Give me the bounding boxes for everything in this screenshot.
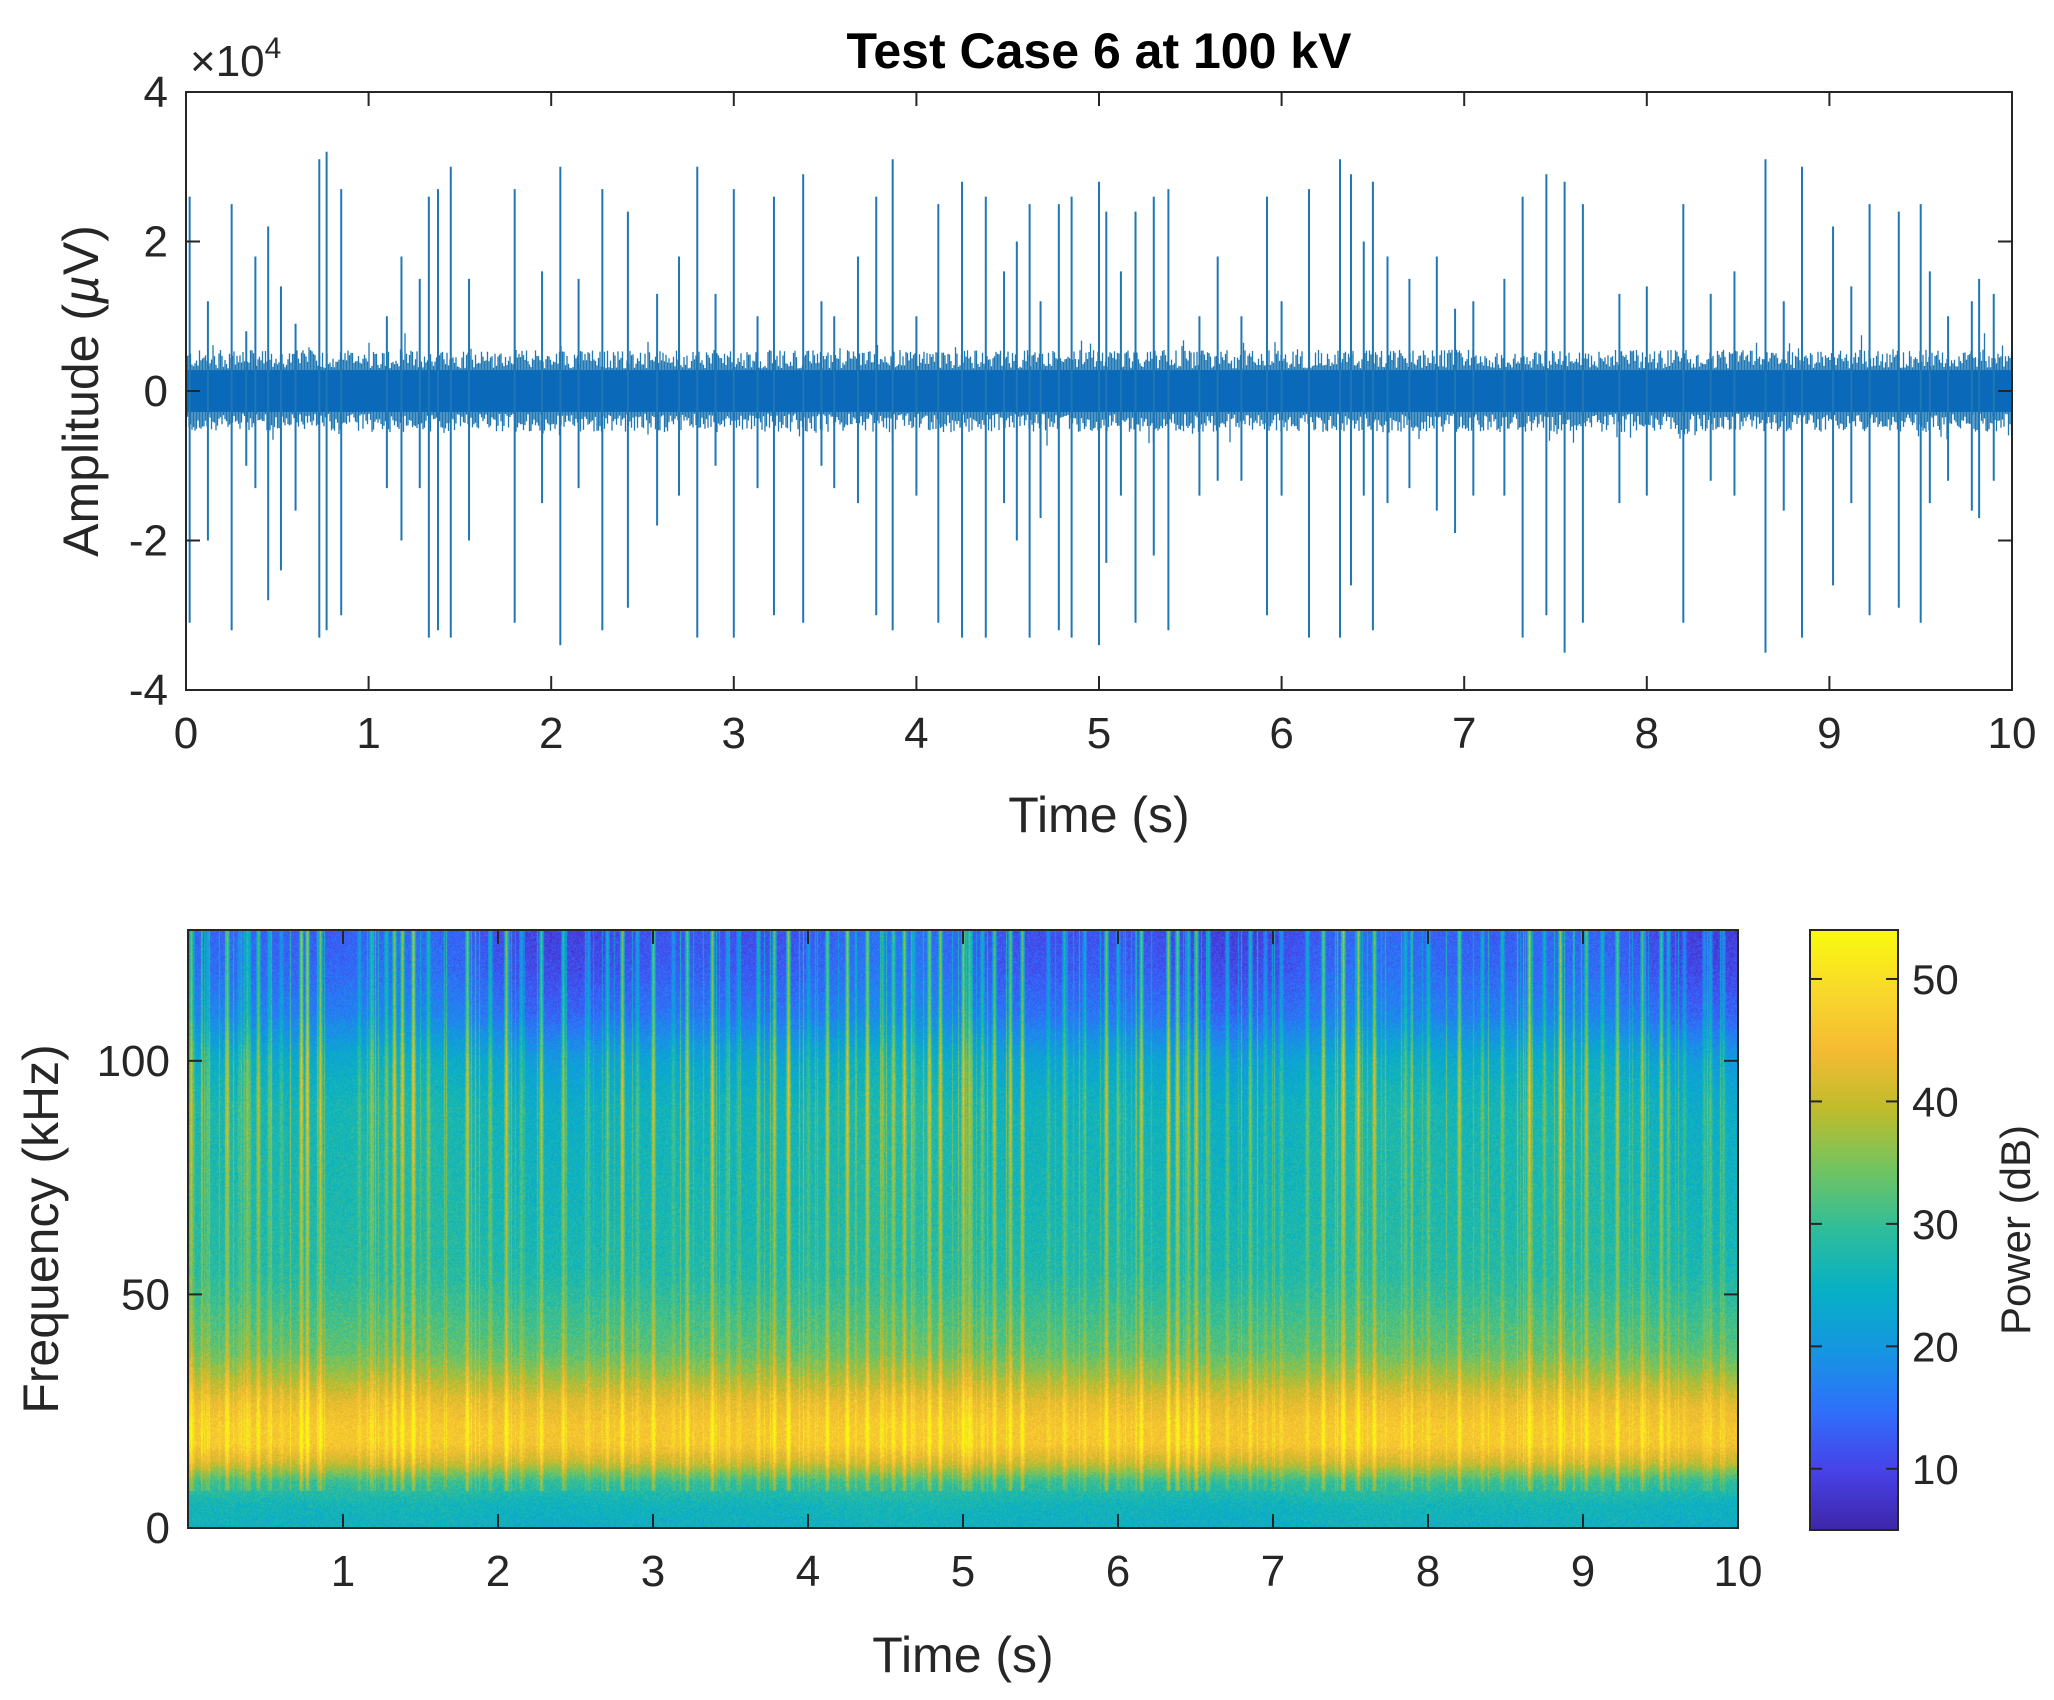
amplitude-y-axis-label: Amplitude (µV) bbox=[53, 225, 109, 557]
y-tick-label: 4 bbox=[144, 68, 168, 117]
x-tick-label: 4 bbox=[904, 709, 928, 758]
x-tick-label: 4 bbox=[796, 1547, 820, 1596]
amplitude-x-ticks: 0 1 2 3 4 5 6 7 8 9 10 bbox=[174, 92, 2037, 758]
colorbar-tick-label: 40 bbox=[1912, 1078, 1959, 1125]
x-tick-label: 9 bbox=[1817, 709, 1841, 758]
spectrogram-raster bbox=[188, 930, 1738, 1528]
x-tick-label: 7 bbox=[1452, 709, 1476, 758]
spectrogram-y-axis-label: Frequency (kHz) bbox=[13, 1044, 69, 1414]
colorbar-tick-label: 10 bbox=[1912, 1446, 1959, 1493]
colorbar-tick-label: 50 bbox=[1912, 956, 1959, 1003]
colorbar-gradient bbox=[1810, 930, 1898, 1530]
colorbar-label: Power (dB) bbox=[1992, 1125, 2039, 1335]
y-label-part-2: V) bbox=[53, 225, 109, 275]
spectrogram-y-ticks: 0 50 100 bbox=[97, 1037, 1738, 1553]
svg-text:×104: ×104 bbox=[190, 32, 281, 86]
amplitude-chart: Test Case 6 at 100 kV ×104 0 1 2 3 4 5 6 7 8 9 10 … bbox=[53, 23, 2036, 843]
y-exponent-base: ×10 bbox=[190, 37, 265, 86]
x-tick-label: 9 bbox=[1571, 1547, 1595, 1596]
x-tick-label: 6 bbox=[1106, 1547, 1130, 1596]
x-tick-label: 5 bbox=[1087, 709, 1111, 758]
spike-series bbox=[188, 151, 1995, 653]
y-exponent-label: ×104 bbox=[190, 32, 281, 86]
x-tick-label: 2 bbox=[486, 1547, 510, 1596]
y-tick-label: 0 bbox=[144, 367, 168, 416]
colorbar: 10 20 30 40 50 Power (dB) bbox=[1809, 929, 2039, 1531]
x-tick-label: 10 bbox=[1988, 709, 2037, 758]
x-tick-label: 1 bbox=[356, 709, 380, 758]
y-tick-label: -2 bbox=[129, 517, 168, 566]
x-tick-label: 0 bbox=[174, 709, 198, 758]
x-tick-label: 1 bbox=[331, 1547, 355, 1596]
colorbar-tick-label: 30 bbox=[1912, 1201, 1959, 1248]
x-tick-label: 6 bbox=[1269, 709, 1293, 758]
spectrogram-x-axis-label: Time (s) bbox=[872, 1627, 1053, 1683]
y-tick-label: 2 bbox=[144, 218, 168, 267]
spectrogram-image bbox=[188, 930, 1738, 1528]
y-tick-label: 50 bbox=[121, 1270, 170, 1319]
x-tick-label: 3 bbox=[641, 1547, 665, 1596]
x-tick-label: 7 bbox=[1261, 1547, 1285, 1596]
x-tick-label: 3 bbox=[722, 709, 746, 758]
spectrogram-chart: 1 2 3 4 5 6 7 8 9 10 0 50 100 Time (s) Frequency (k… bbox=[13, 929, 2039, 1683]
y-exponent-power: 4 bbox=[265, 32, 282, 65]
x-tick-label: 2 bbox=[539, 709, 563, 758]
x-tick-label: 8 bbox=[1416, 1547, 1440, 1596]
amplitude-x-axis-label: Time (s) bbox=[1008, 787, 1189, 843]
y-tick-label: 100 bbox=[97, 1037, 170, 1086]
colorbar-ticks: 10 20 30 40 50 bbox=[1810, 956, 1959, 1493]
x-tick-label: 8 bbox=[1635, 709, 1659, 758]
y-label-part-1: Amplitude ( bbox=[53, 304, 109, 557]
spectrogram-x-ticks: 1 2 3 4 5 6 7 8 9 10 bbox=[331, 930, 1763, 1596]
y-label-part-mu: µ bbox=[53, 275, 109, 305]
amplitude-y-ticks: -4 -2 0 2 4 bbox=[129, 68, 2012, 715]
colorbar-tick-label: 20 bbox=[1912, 1323, 1959, 1370]
y-tick-label: 0 bbox=[146, 1504, 170, 1553]
chart-title: Test Case 6 at 100 kV bbox=[847, 23, 1353, 79]
colorbar-frame bbox=[1809, 929, 1899, 1531]
y-tick-label: -4 bbox=[129, 666, 168, 715]
x-tick-label: 10 bbox=[1714, 1547, 1763, 1596]
x-tick-label: 5 bbox=[951, 1547, 975, 1596]
